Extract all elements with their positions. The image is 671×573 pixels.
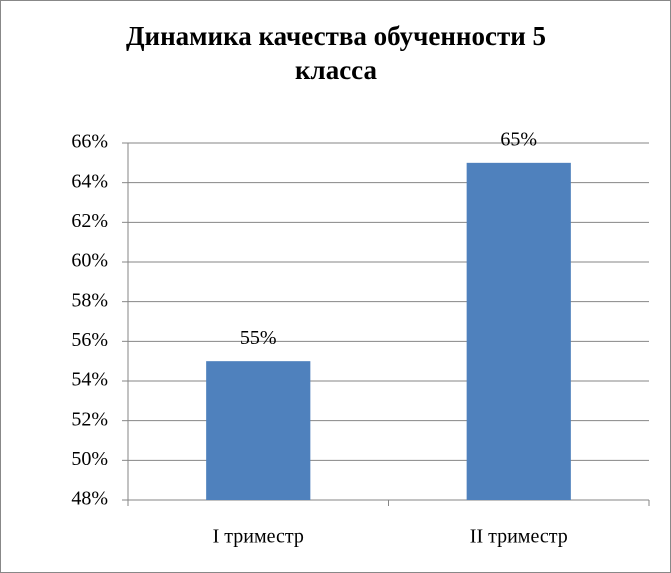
y-tick-label: 66% xyxy=(71,131,108,153)
y-tick-label: 58% xyxy=(71,289,108,311)
bar xyxy=(206,361,311,500)
y-tick-label: 56% xyxy=(71,329,108,351)
y-tick-label: 52% xyxy=(71,408,108,430)
bar xyxy=(466,162,571,501)
value-label: 65% xyxy=(500,128,537,150)
x-tick-label: II триместр xyxy=(470,526,568,548)
y-tick-label: 48% xyxy=(71,488,108,510)
value-label: 55% xyxy=(240,327,277,349)
y-tick-label: 54% xyxy=(71,369,108,391)
x-tick-label: I триместр xyxy=(213,526,304,548)
y-tick-label: 60% xyxy=(71,250,108,272)
y-tick-label: 64% xyxy=(71,170,108,192)
y-tick-label: 62% xyxy=(71,210,108,232)
chart-title: Динамика качества обученности 5 класса xyxy=(125,21,547,85)
y-tick-label: 50% xyxy=(71,448,108,470)
